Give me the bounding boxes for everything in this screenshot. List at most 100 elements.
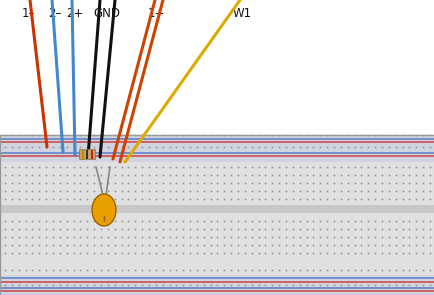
- Point: [200, 173, 207, 177]
- Point: [371, 181, 378, 185]
- Point: [138, 173, 145, 177]
- Point: [296, 219, 302, 223]
- Point: [43, 251, 49, 255]
- Point: [371, 243, 378, 248]
- Point: [90, 189, 97, 193]
- Point: [371, 173, 378, 177]
- Point: [385, 181, 391, 185]
- Point: [77, 197, 84, 201]
- Point: [36, 243, 43, 248]
- Point: [104, 227, 111, 231]
- Point: [398, 219, 405, 223]
- Point: [1, 243, 8, 248]
- Point: [111, 227, 118, 231]
- Point: [323, 173, 330, 177]
- Point: [371, 165, 378, 169]
- Point: [378, 173, 385, 177]
- Point: [118, 235, 125, 239]
- Point: [70, 189, 77, 193]
- Point: [159, 145, 166, 149]
- Point: [179, 283, 186, 287]
- Point: [316, 173, 323, 177]
- Bar: [0, 0, 434, 135]
- Point: [166, 219, 173, 223]
- Point: [152, 235, 159, 239]
- Point: [138, 219, 145, 223]
- Point: [261, 133, 268, 137]
- Point: [248, 235, 255, 239]
- Point: [77, 189, 84, 193]
- Point: [398, 235, 405, 239]
- Point: [145, 243, 152, 248]
- Point: [378, 268, 385, 272]
- Point: [200, 197, 207, 201]
- Point: [132, 219, 138, 223]
- Point: [145, 133, 152, 137]
- Point: [289, 251, 296, 255]
- Point: [125, 189, 132, 193]
- Point: [70, 165, 77, 169]
- Point: [8, 181, 15, 185]
- Point: [289, 173, 296, 177]
- Point: [275, 189, 282, 193]
- Point: [159, 283, 166, 287]
- Point: [166, 243, 173, 248]
- Point: [214, 133, 220, 137]
- Point: [8, 165, 15, 169]
- Point: [220, 181, 227, 185]
- Point: [316, 197, 323, 201]
- Point: [296, 227, 302, 231]
- Point: [378, 243, 385, 248]
- Point: [22, 189, 29, 193]
- Point: [412, 219, 419, 223]
- Point: [357, 235, 364, 239]
- Point: [371, 219, 378, 223]
- Point: [371, 145, 378, 149]
- Point: [22, 235, 29, 239]
- Point: [43, 268, 49, 272]
- Point: [193, 189, 200, 193]
- Point: [323, 145, 330, 149]
- Point: [337, 283, 344, 287]
- Point: [22, 243, 29, 248]
- Point: [97, 133, 104, 137]
- Point: [227, 235, 234, 239]
- Point: [248, 283, 255, 287]
- Point: [111, 197, 118, 201]
- Point: [385, 165, 391, 169]
- Point: [227, 181, 234, 185]
- Point: [282, 189, 289, 193]
- Point: [337, 145, 344, 149]
- Point: [241, 133, 248, 137]
- Point: [1, 283, 8, 287]
- Point: [179, 197, 186, 201]
- Point: [241, 219, 248, 223]
- Point: [337, 227, 344, 231]
- Point: [227, 243, 234, 248]
- Point: [56, 243, 63, 248]
- Point: [419, 227, 426, 231]
- Point: [268, 251, 275, 255]
- Point: [200, 227, 207, 231]
- Point: [405, 283, 412, 287]
- Point: [398, 197, 405, 201]
- Point: [282, 219, 289, 223]
- Bar: [0, 287, 434, 289]
- Point: [255, 181, 262, 185]
- Point: [111, 251, 118, 255]
- Point: [234, 235, 241, 239]
- Point: [145, 165, 152, 169]
- Point: [405, 165, 412, 169]
- Point: [8, 235, 15, 239]
- Point: [337, 189, 344, 193]
- Point: [36, 145, 43, 149]
- Point: [391, 133, 398, 137]
- Point: [289, 283, 296, 287]
- Point: [371, 197, 378, 201]
- Point: [385, 268, 391, 272]
- Point: [104, 197, 111, 201]
- Point: [84, 268, 91, 272]
- Point: [405, 268, 412, 272]
- Point: [179, 189, 186, 193]
- Point: [282, 145, 289, 149]
